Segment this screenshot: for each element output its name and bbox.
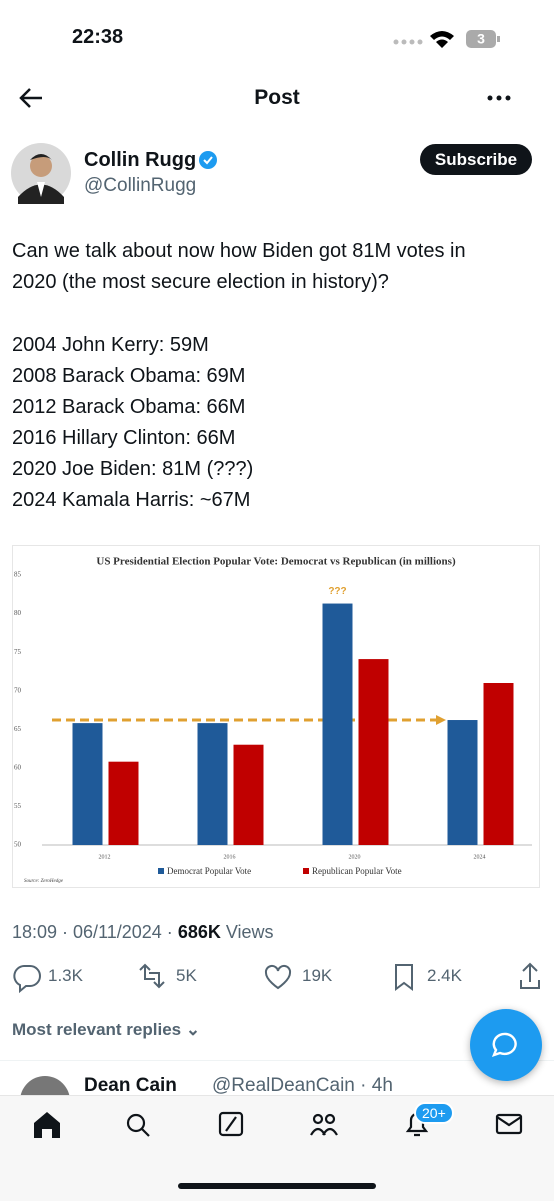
y-tick-label: 80	[14, 609, 22, 617]
post-meta: 18:09 · 06/11/2024 · 686K Views	[12, 922, 274, 943]
chart-frame	[12, 545, 540, 888]
post-time: 18:09 · 06/11/2024 ·	[12, 922, 173, 942]
back-button[interactable]	[18, 86, 46, 110]
avatar[interactable]	[10, 142, 72, 204]
like-icon[interactable]	[264, 964, 292, 990]
legend-swatch	[303, 868, 309, 874]
verified-badge	[199, 151, 217, 169]
like-count: 19K	[302, 966, 333, 985]
reply-count: 1.3K	[48, 966, 83, 985]
y-tick-label: 70	[14, 686, 22, 694]
chart-title: US Presidential Election Popular Vote: D…	[96, 556, 456, 568]
share-icon[interactable]	[520, 962, 540, 989]
legend-swatch	[158, 868, 164, 874]
status-icons: 3	[393, 30, 500, 48]
y-tick-label: 75	[14, 648, 22, 656]
legend-label: Democrat Popular Vote	[167, 866, 251, 876]
bar	[322, 603, 353, 845]
x-tick-label: 2012	[99, 854, 111, 860]
post-text-line: 2004 John Kerry: 59M	[12, 334, 209, 356]
post-text-line: 2024 Kamala Harris: ~67M	[12, 489, 251, 511]
compose-button[interactable]	[470, 1009, 542, 1081]
bar	[483, 683, 514, 845]
y-tick-label: 50	[14, 841, 22, 849]
battery: 3	[477, 31, 485, 47]
bookmark-count: 2.4K	[427, 966, 462, 985]
bar	[108, 761, 139, 845]
author-name[interactable]: Collin Rugg	[84, 149, 197, 171]
reply-author: Dean Cain	[84, 1075, 177, 1096]
views-label: Views	[225, 922, 274, 942]
trend-arrow-head	[436, 715, 446, 725]
bar	[233, 744, 264, 845]
reply-icon[interactable]	[13, 965, 41, 994]
bar	[197, 723, 228, 845]
y-tick-label: 55	[14, 802, 22, 810]
header-title: Post	[254, 86, 300, 109]
bar	[447, 720, 478, 845]
x-tick-label: 2016	[224, 854, 236, 860]
reply-handle: @RealDeanCain · 4h	[212, 1075, 393, 1096]
chart: US Presidential Election Popular Vote: D…	[14, 556, 532, 884]
chart-source: Source: ZeroHedge	[24, 879, 64, 884]
nav-home[interactable]	[34, 1112, 60, 1138]
nav-search[interactable]	[126, 1113, 146, 1133]
more-button[interactable]	[486, 90, 514, 106]
legend-label: Republican Popular Vote	[312, 866, 402, 876]
replies-sort-label: Most relevant replies	[12, 1020, 182, 1039]
annotation: ???	[328, 586, 346, 597]
x-tick-label: 2020	[349, 854, 361, 860]
notification-badge: 20+	[414, 1102, 454, 1124]
post-text-line: 2008 Barack Obama: 69M	[12, 365, 246, 387]
post-text-line: 2012 Barack Obama: 66M	[12, 396, 246, 418]
views-count: 686K	[177, 922, 221, 942]
author-handle[interactable]: @CollinRugg	[84, 175, 197, 196]
nav-icons	[34, 1111, 523, 1138]
bar	[358, 659, 389, 845]
y-tick-label: 65	[14, 725, 22, 733]
divider	[0, 1060, 554, 1061]
replies-sort[interactable]: Most relevant replies ⌄	[12, 1020, 201, 1039]
post-text-line: 2016 Hillary Clinton: 66M	[12, 427, 236, 449]
repost-count: 5K	[176, 966, 197, 985]
post-text-line: 2020 Joe Biden: 81M (???)	[12, 458, 254, 480]
bar	[72, 723, 103, 845]
nav-grok[interactable]	[218, 1111, 244, 1137]
repost-icon[interactable]	[139, 963, 165, 989]
x-tick-label: 2024	[474, 854, 486, 860]
nav-communities[interactable]	[312, 1113, 324, 1125]
post-text-line: Can we talk about now how Biden got 81M …	[12, 240, 466, 262]
post-text-line: 2020 (the most secure election in histor…	[12, 271, 389, 293]
status-time: 22:38	[72, 26, 124, 48]
action-icons	[13, 962, 540, 994]
bookmark-icon[interactable]	[395, 964, 413, 991]
home-indicator	[178, 1183, 376, 1189]
y-tick-label: 60	[14, 763, 22, 771]
nav-messages[interactable]	[495, 1113, 523, 1135]
subscribe-button[interactable]: Subscribe	[420, 144, 532, 175]
y-tick-label: 85	[14, 571, 22, 579]
